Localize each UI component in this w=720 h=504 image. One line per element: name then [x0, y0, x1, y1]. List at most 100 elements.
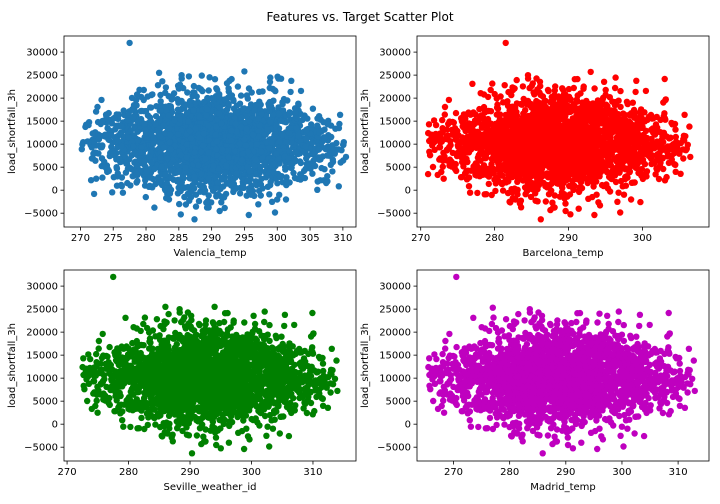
scatter-point [224, 106, 231, 113]
scatter-point [182, 164, 189, 171]
y-tick-label: −5000 [24, 209, 58, 220]
scatter-point [153, 103, 160, 110]
scatter-point [205, 175, 212, 182]
scatter-point [292, 149, 299, 156]
scatter-point [429, 142, 436, 149]
scatter-point [205, 192, 212, 199]
scatter-point [559, 193, 566, 200]
scatter-point [124, 165, 132, 172]
scatter-point [277, 75, 285, 82]
y-tick-label: 15000 [26, 117, 58, 128]
scatter-point [545, 87, 552, 95]
scatter-point [672, 126, 679, 133]
scatter-point [293, 115, 300, 122]
scatter-point [162, 84, 170, 91]
scatter-point [290, 169, 297, 177]
scatter-point [266, 84, 273, 92]
scatter-point [199, 142, 207, 149]
scatter-point [270, 169, 278, 176]
scatter-point [484, 149, 491, 156]
scatter-point [656, 149, 663, 157]
scatter-point [481, 191, 488, 198]
scatter-point [251, 162, 258, 170]
scatter-point [92, 157, 99, 164]
scatter-point [466, 189, 474, 196]
scatter-point [203, 106, 211, 113]
scatter-point [458, 158, 466, 166]
scatter-point [648, 135, 655, 143]
scatter-point [268, 198, 276, 205]
scatter-point [151, 165, 158, 173]
scatter-point [336, 111, 344, 119]
subplot-valencia: 270 275 280 285 290 295 300 305 310−500005000100… [7, 35, 357, 259]
scatter-point [99, 174, 106, 181]
scatter-point [125, 111, 132, 118]
x-tick-label: 275 [104, 233, 123, 244]
scatter-point [267, 178, 274, 186]
scatter-point [570, 84, 577, 92]
scatter-point [114, 136, 121, 144]
scatter-point [238, 156, 246, 164]
scatter-point [441, 111, 448, 118]
scatter-point [640, 132, 647, 140]
scatter-point [119, 189, 127, 196]
scatter-point [494, 101, 501, 108]
scatter-point [157, 149, 164, 156]
scatter-point [513, 124, 520, 132]
scatter-point [523, 115, 530, 123]
scatter-point [533, 75, 540, 82]
scatter-point [146, 153, 153, 160]
scatter-point [249, 131, 257, 139]
scatter-point [198, 72, 205, 79]
scatter-point [181, 193, 188, 201]
scatter-point [549, 199, 556, 206]
scatter-point [544, 170, 551, 178]
scatter-point [225, 154, 232, 161]
scatter-point [596, 162, 604, 170]
scatter-point [166, 131, 174, 139]
scatter-point [460, 111, 468, 118]
scatter-point [480, 170, 487, 177]
scatter-point [288, 77, 295, 85]
scatter-point [273, 150, 280, 158]
scatter-point [530, 141, 537, 148]
y-tick-label: 30000 [26, 48, 58, 59]
scatter-point [620, 110, 627, 118]
scatter-point [425, 129, 432, 137]
scatter-point [585, 195, 592, 202]
scatter-point [183, 141, 191, 148]
scatter-point [591, 117, 598, 125]
scatter-point [318, 164, 325, 172]
scatter-point [583, 114, 590, 121]
scatter-point [162, 171, 169, 178]
scatter-point [192, 191, 200, 198]
scatter-point [216, 207, 223, 215]
scatter-point [440, 175, 447, 182]
scatter-point [655, 175, 663, 183]
scatter-point [550, 204, 557, 211]
scatter-point [467, 134, 475, 141]
scatter-point [491, 90, 498, 98]
scatter-point [627, 163, 634, 171]
scatter-point [562, 207, 569, 215]
scatter-point [175, 131, 182, 138]
scatter-point [208, 95, 215, 102]
scatter-point [236, 190, 244, 197]
scatter-point [218, 120, 225, 127]
scatter-point [578, 184, 586, 192]
scatter-point [441, 103, 449, 111]
scatter-point [198, 148, 205, 156]
scatter-point [309, 170, 316, 177]
scatter-point [590, 148, 597, 156]
scatter-point [198, 170, 205, 178]
scatter-point [602, 86, 609, 94]
scatter-point [611, 169, 618, 176]
scatter-point [574, 75, 581, 83]
scatter-point [131, 149, 139, 156]
scatter-point [201, 187, 209, 194]
scatter-point [186, 197, 193, 204]
scatter-point [651, 160, 658, 167]
scatter-point [297, 159, 304, 167]
scatter-point [309, 139, 316, 147]
scatter-point [237, 92, 245, 99]
